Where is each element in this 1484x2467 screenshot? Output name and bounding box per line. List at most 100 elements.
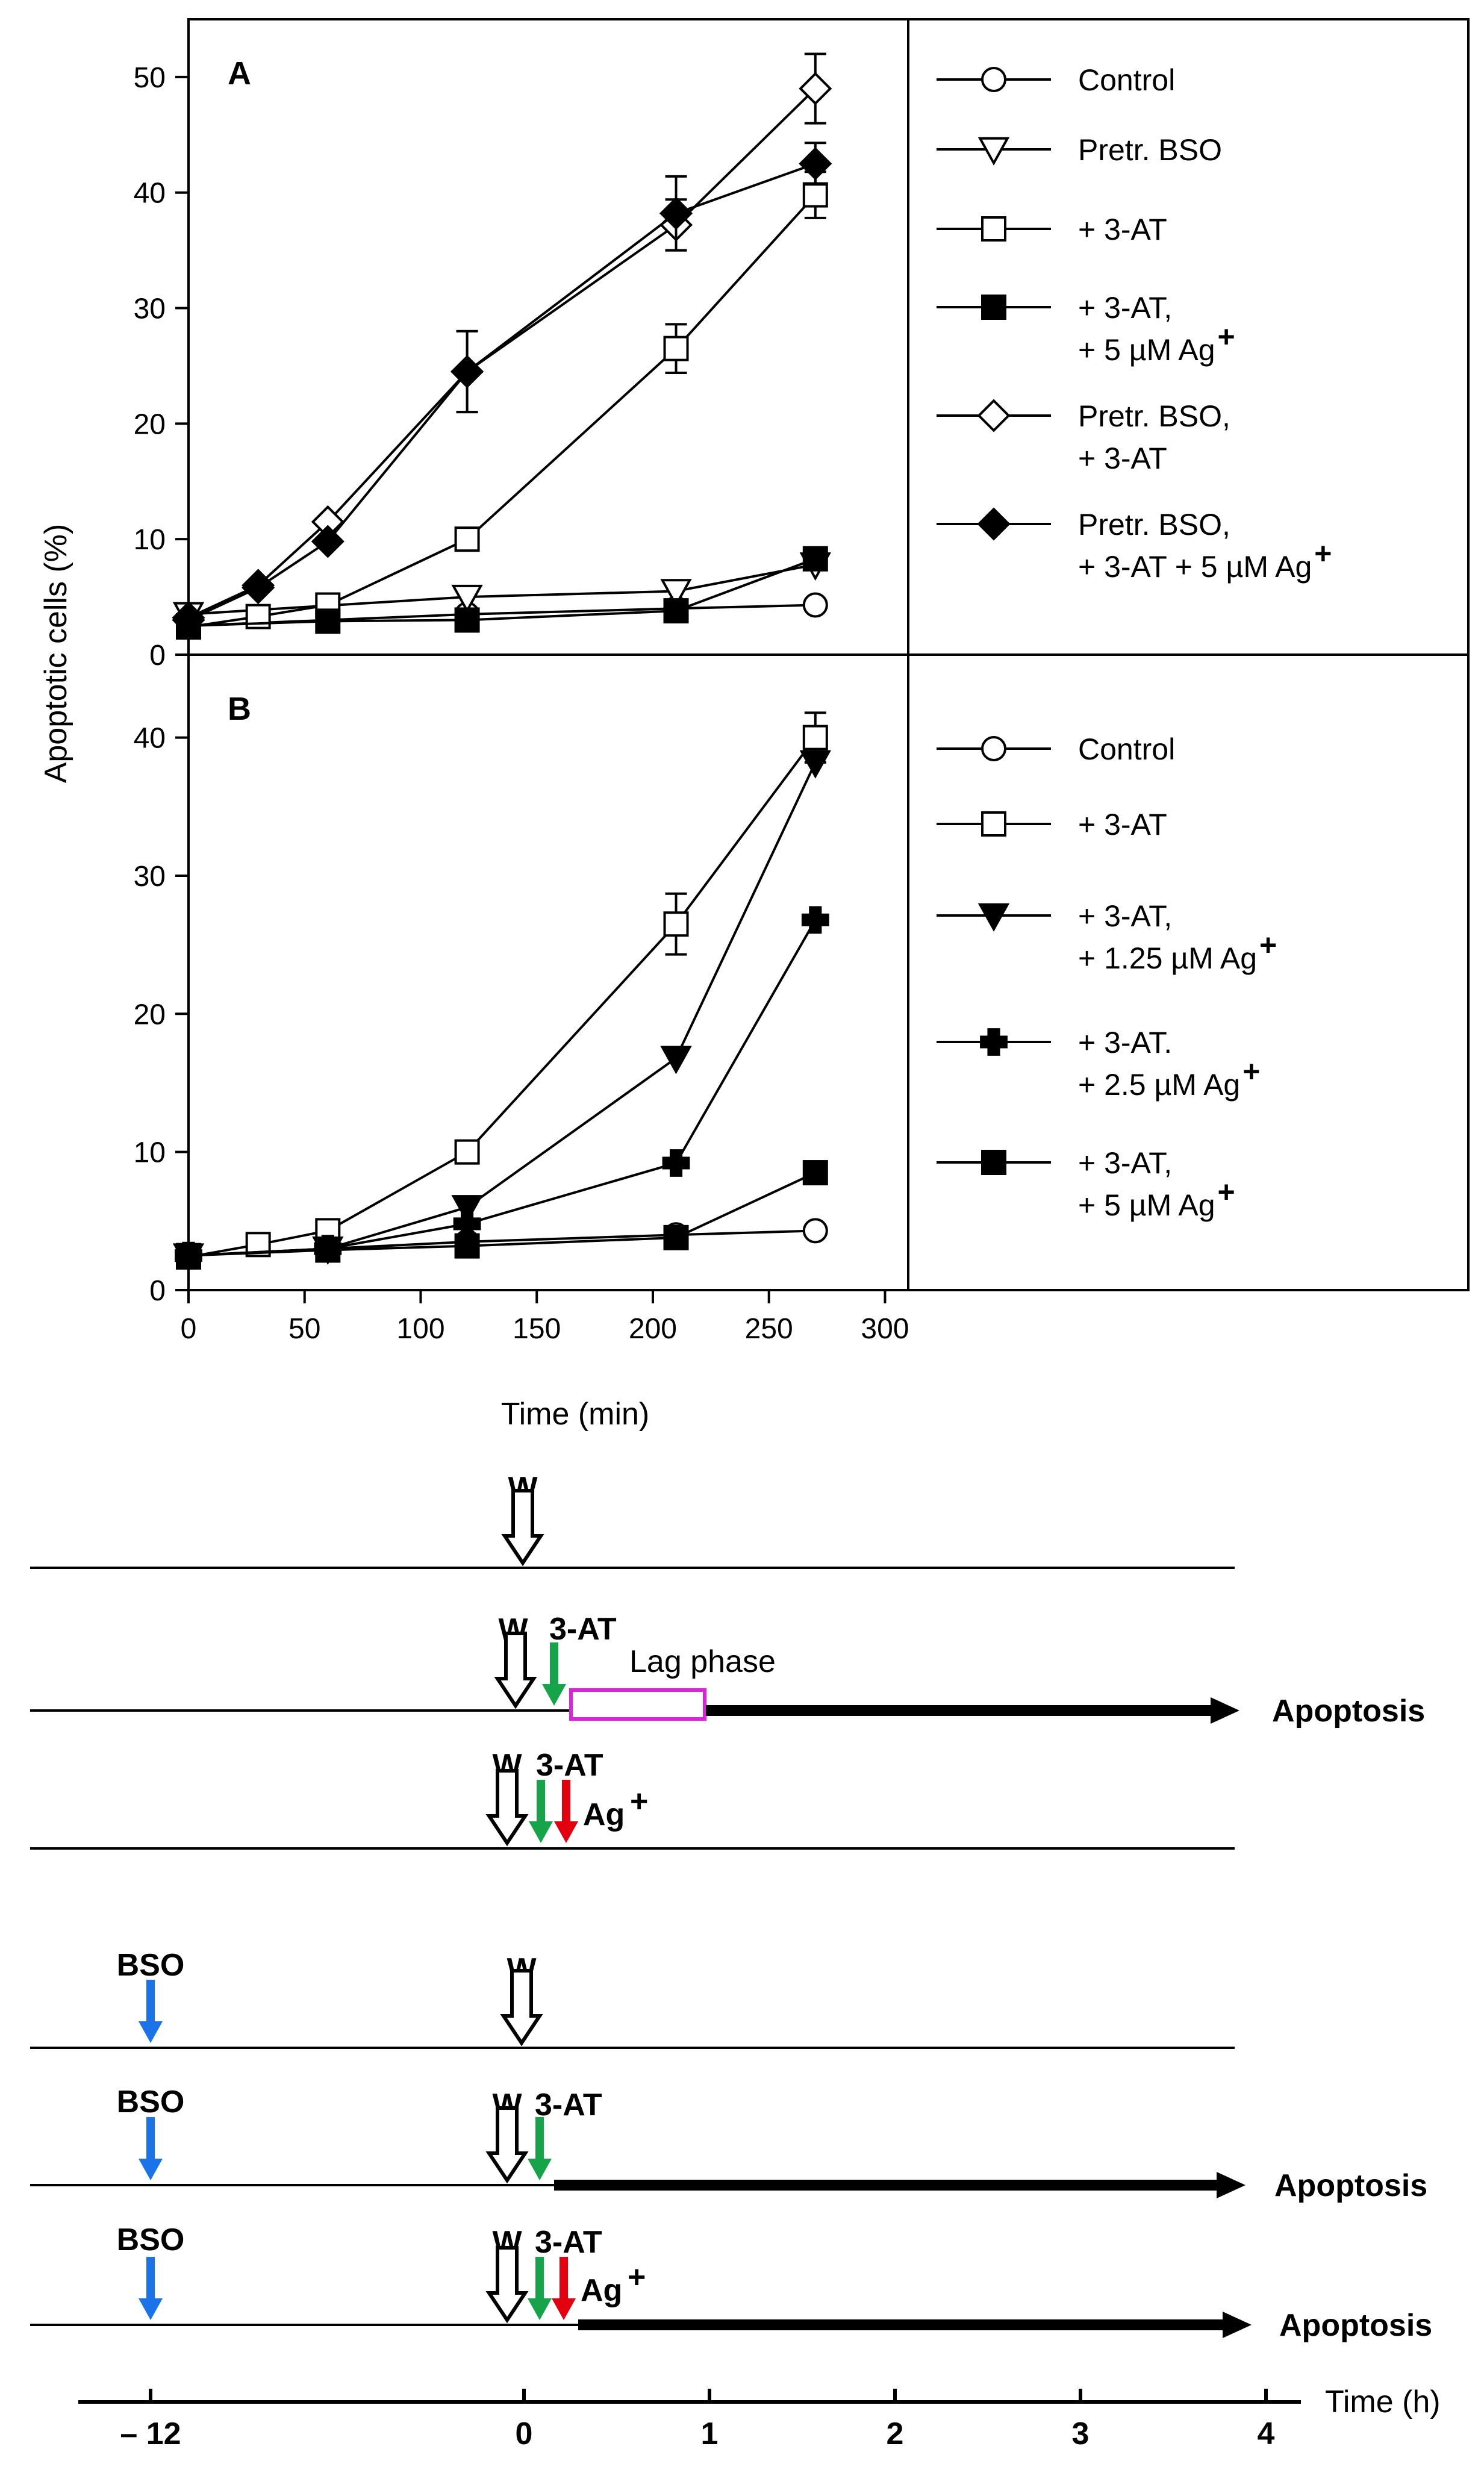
panel-a-label: A xyxy=(228,55,251,92)
y-axis-label: Apoptotic cells (%) xyxy=(39,524,73,784)
legend-label: + 5 µM Ag xyxy=(1078,1188,1215,1222)
y-tick-label: 40 xyxy=(134,178,166,210)
data-point xyxy=(454,526,480,552)
ag-superscript: + xyxy=(628,2260,646,2295)
bso-arrow xyxy=(139,2159,163,2180)
data-point xyxy=(663,911,689,937)
bso-arrow-shaft xyxy=(146,1980,155,2023)
time-tick-label: 4 xyxy=(1258,2416,1275,2451)
series-line xyxy=(188,557,816,628)
legend-superscript: + xyxy=(1314,537,1332,570)
data-point xyxy=(660,579,692,608)
y-tick-label: 20 xyxy=(134,999,166,1031)
legend-item: + 3-AT, + 1.25 µM Ag + xyxy=(937,899,1277,975)
panel-b-legend: Control+ 3-AT+ 3-AT,+ 1.25 µM Ag ++ 3-AT.… xyxy=(937,732,1277,1222)
legend-label: Pretr. BSO, xyxy=(1078,399,1230,433)
bso-label: BSO xyxy=(117,2085,185,2119)
legend-item: Control xyxy=(937,63,1175,97)
data-point xyxy=(659,196,693,230)
data-point xyxy=(802,725,828,750)
legend-superscript: + xyxy=(1259,928,1277,962)
wash-arrow xyxy=(494,1632,537,1709)
data-point xyxy=(663,335,689,361)
legend-item: + 3-AT xyxy=(937,808,1167,841)
data-point xyxy=(802,546,828,572)
legend-label: + 3-AT xyxy=(1078,441,1167,475)
series-square-open xyxy=(176,170,828,640)
ag-arrow-shaft xyxy=(560,2257,568,2300)
series-plus-filled xyxy=(175,906,829,1270)
apoptosis-arrow xyxy=(1223,2312,1252,2338)
legend-item: + 3-AT xyxy=(937,213,1167,246)
legend-label: + 3-AT + 5 µM Ag xyxy=(1078,550,1312,584)
legend-marker xyxy=(977,507,1011,541)
series-line xyxy=(188,762,817,1257)
legend-superscript: + xyxy=(1218,320,1235,354)
legend-label: Pretr. BSO xyxy=(1078,133,1222,167)
x-tick-label: 50 xyxy=(288,1313,320,1345)
ag-label: Ag xyxy=(583,1797,625,1832)
legend-label: + 3-AT. xyxy=(1078,1026,1172,1059)
panel-a-frame xyxy=(187,18,909,656)
3at-arrow xyxy=(542,1684,566,1706)
x-axis-label: Time (min) xyxy=(501,1397,650,1432)
legend-item: Pretr. BSO, + 3-AT + 5 µM Ag + xyxy=(937,507,1332,584)
legend-item: + 3-AT, + 5 µM Ag + xyxy=(937,1146,1235,1222)
legend-label: + 1.25 µM Ag xyxy=(1078,941,1257,975)
time-tick-label: 0 xyxy=(516,2416,533,2451)
legend-superscript: + xyxy=(1218,1175,1235,1209)
time-tick-label: – 12 xyxy=(120,2416,181,2451)
bso-label: BSO xyxy=(117,2222,185,2257)
apoptosis-arrow-shaft xyxy=(554,2180,1221,2191)
bso-arrow xyxy=(139,2298,163,2320)
apoptosis-arrow xyxy=(1211,1697,1239,1724)
y-tick-label: 40 xyxy=(134,723,166,755)
wash-arrow xyxy=(500,1969,543,2047)
legend-item: Pretr. BSO, + 3-AT xyxy=(937,399,1230,475)
legend-marker xyxy=(981,811,1006,837)
bso-arrow xyxy=(139,2021,163,2043)
wash-arrow xyxy=(501,1489,544,1567)
apoptosis-label: Apoptosis xyxy=(1279,2308,1432,2343)
data-point xyxy=(799,750,832,779)
legend-b-frame xyxy=(907,653,1470,1291)
legend-label: + 3-AT, xyxy=(1078,1146,1172,1180)
legend-label: + 3-AT, xyxy=(1078,899,1172,933)
wash-arrow xyxy=(485,2246,529,2324)
legend-marker xyxy=(977,399,1011,432)
legend-marker xyxy=(981,736,1006,761)
ag-arrow-shaft xyxy=(562,1780,570,1823)
series-line xyxy=(188,737,817,1258)
time-tick-label: 1 xyxy=(701,2416,719,2451)
data-point xyxy=(242,571,275,605)
data-point xyxy=(451,584,483,614)
y-tick-label: 20 xyxy=(134,408,166,440)
series-circle-open xyxy=(176,592,828,639)
ag-arrow xyxy=(554,1821,578,1843)
legend-label: + 3-AT, xyxy=(1078,291,1172,325)
y-tick-label: 10 xyxy=(134,524,166,556)
data-point xyxy=(315,1237,341,1263)
data-point xyxy=(315,608,341,634)
x-tick-label: 250 xyxy=(745,1313,793,1345)
y-tick-label: 30 xyxy=(134,861,166,893)
data-point xyxy=(662,1149,690,1177)
data-point xyxy=(176,1243,201,1268)
data-point xyxy=(801,906,829,934)
panel-a-plot: 0 10 20 30 40 50 xyxy=(134,52,832,672)
legend-marker xyxy=(977,137,1010,166)
ag-arrow xyxy=(552,2298,576,2320)
legend-item: + 3-AT. + 2.5 µM Ag + xyxy=(937,1026,1260,1102)
data-point xyxy=(799,72,832,105)
series-triangle-down-filled xyxy=(172,750,832,1272)
x-tick-label: 150 xyxy=(513,1313,561,1345)
legend-label: Control xyxy=(1078,63,1175,97)
3at-arrow xyxy=(529,1821,553,1843)
data-point xyxy=(454,607,480,633)
x-tick-label: 100 xyxy=(396,1313,444,1345)
time-tick-label: 3 xyxy=(1072,2416,1090,2451)
data-point xyxy=(663,1224,689,1250)
x-tick-label: 0 xyxy=(181,1313,197,1345)
data-point xyxy=(802,182,828,208)
